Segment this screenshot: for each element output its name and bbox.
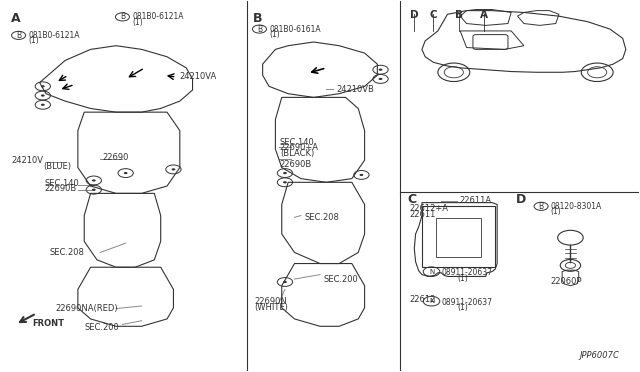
- Text: 24210VB: 24210VB: [336, 85, 374, 94]
- Circle shape: [41, 94, 45, 97]
- Text: 22690N: 22690N: [254, 297, 287, 306]
- Text: 22690B: 22690B: [45, 185, 77, 193]
- Text: SEC.208: SEC.208: [304, 213, 339, 222]
- Text: C: C: [429, 10, 437, 19]
- Circle shape: [124, 172, 127, 174]
- Text: 22690B: 22690B: [280, 160, 312, 169]
- Text: (BLUE): (BLUE): [43, 162, 71, 171]
- Text: (WHITE): (WHITE): [254, 303, 288, 312]
- Text: 08911-20637: 08911-20637: [441, 298, 492, 307]
- Text: A: A: [481, 10, 488, 19]
- Circle shape: [360, 174, 364, 176]
- Text: B: B: [455, 10, 463, 19]
- Text: (1): (1): [457, 303, 468, 312]
- Text: SEC.140: SEC.140: [280, 138, 315, 147]
- Circle shape: [92, 189, 96, 191]
- Text: SEC.200: SEC.200: [323, 275, 358, 283]
- Text: 22611A: 22611A: [459, 196, 491, 205]
- Text: 24210VA: 24210VA: [180, 72, 217, 81]
- Text: 08911-20637: 08911-20637: [441, 268, 492, 277]
- Text: 22611: 22611: [409, 209, 436, 219]
- Text: JPP6007C: JPP6007C: [580, 350, 620, 359]
- Text: 24210V: 24210V: [11, 155, 43, 165]
- Circle shape: [92, 179, 96, 182]
- Text: B: B: [120, 12, 125, 22]
- Circle shape: [172, 168, 175, 170]
- Text: 22612+A: 22612+A: [409, 203, 448, 213]
- Text: N: N: [429, 269, 434, 275]
- Text: 081B0-6161A: 081B0-6161A: [269, 25, 321, 33]
- Text: 22612: 22612: [409, 295, 436, 304]
- Circle shape: [41, 85, 45, 87]
- Text: 22690NA(RED): 22690NA(RED): [56, 304, 118, 313]
- Text: (1): (1): [132, 18, 143, 27]
- Text: B: B: [16, 31, 21, 40]
- Text: SEC.140: SEC.140: [45, 179, 79, 188]
- Text: (1): (1): [457, 274, 468, 283]
- Text: (1): (1): [269, 30, 280, 39]
- Text: B: B: [253, 13, 262, 25]
- Text: (1): (1): [550, 207, 561, 217]
- Text: SEC.208: SEC.208: [49, 248, 84, 257]
- Text: FRONT: FRONT: [32, 319, 64, 328]
- Circle shape: [283, 172, 287, 174]
- Text: D: D: [410, 10, 419, 19]
- Text: B: B: [257, 25, 262, 33]
- Text: A: A: [11, 13, 20, 25]
- Circle shape: [283, 281, 287, 283]
- Text: 081B0-6121A: 081B0-6121A: [132, 12, 184, 22]
- Text: 08120-8301A: 08120-8301A: [550, 202, 602, 211]
- Text: D: D: [516, 193, 526, 206]
- Text: 22690+A: 22690+A: [280, 144, 319, 153]
- Text: (BLACK): (BLACK): [280, 149, 314, 158]
- Circle shape: [41, 104, 45, 106]
- Text: (1): (1): [29, 36, 40, 45]
- Circle shape: [379, 68, 383, 71]
- Text: N: N: [429, 298, 434, 304]
- Text: C: C: [407, 193, 417, 206]
- Text: 22690: 22690: [102, 153, 129, 162]
- Text: B: B: [538, 202, 543, 211]
- Circle shape: [379, 78, 383, 80]
- Text: 22060P: 22060P: [550, 278, 582, 286]
- Text: SEC.200: SEC.200: [84, 323, 119, 331]
- Text: 081B0-6121A: 081B0-6121A: [29, 31, 80, 40]
- Circle shape: [283, 181, 287, 183]
